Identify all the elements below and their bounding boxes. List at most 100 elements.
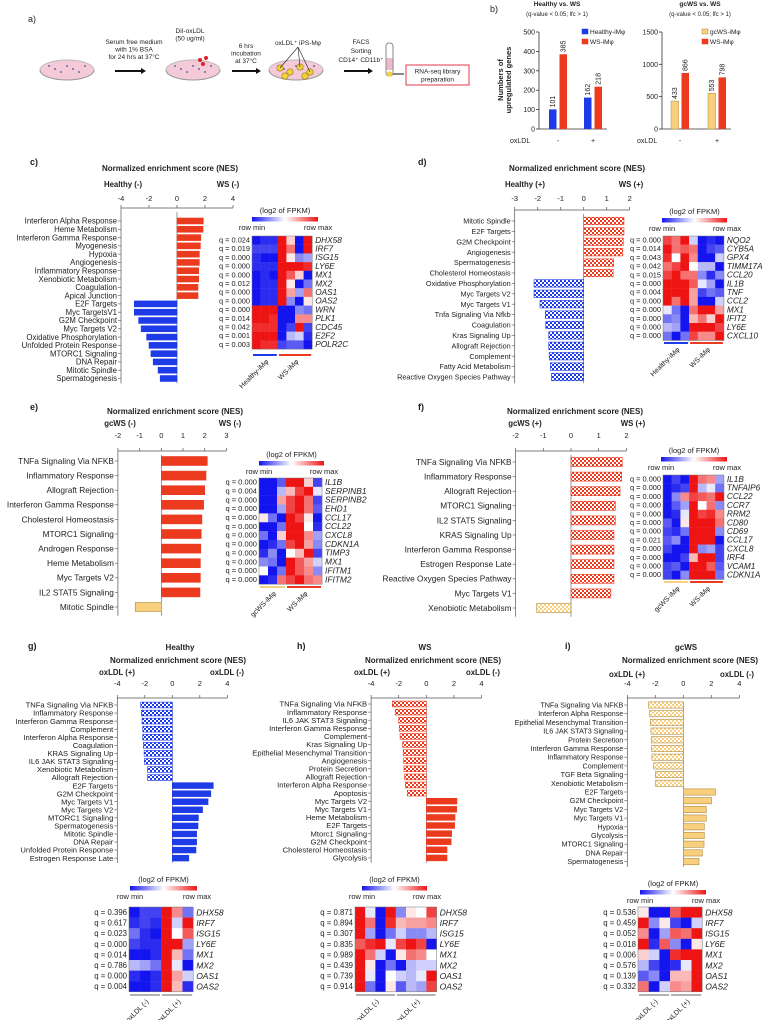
heatmap-cell	[671, 244, 681, 254]
heatmap-cell	[295, 236, 304, 245]
heatmap-cell	[697, 270, 707, 280]
heatmap-cell	[663, 305, 672, 315]
arrow-head-icon	[256, 68, 261, 74]
heatmap-cell	[260, 279, 270, 289]
heatmap-cell	[689, 244, 698, 254]
heatmap-cell	[416, 907, 427, 918]
heatmap-cell	[286, 253, 296, 263]
pathway-label: Spermatogenesis	[54, 822, 113, 831]
pathway-label: Protein Secretion	[309, 764, 367, 773]
heatmap-cell	[277, 531, 287, 541]
gene-label: CCL17	[325, 512, 351, 522]
heatmap-scale-title: (log2 of FPKM)	[369, 875, 420, 884]
heatmap-cell	[295, 495, 305, 505]
nes-bar	[425, 822, 455, 829]
x-tick-label: 4	[225, 679, 229, 688]
heatmap-cell	[286, 539, 296, 549]
heatmap-cell	[303, 296, 313, 306]
x-tick-label: 1	[181, 431, 185, 440]
pointer-line	[297, 46, 301, 68]
heatmap-cell	[416, 981, 427, 992]
pathway-label: Interferon Gamma Response	[405, 545, 512, 555]
heatmap-cell	[680, 960, 692, 971]
bar	[584, 97, 592, 129]
heatmap-cell	[697, 483, 707, 493]
heatmap-cell	[286, 522, 296, 532]
pathway-label: MTORC1 Signaling	[50, 349, 117, 358]
heatmap-cell	[697, 475, 707, 484]
heatmap-cell	[680, 907, 692, 918]
row-min-label: row min	[627, 896, 653, 905]
gene-label: OAS2	[440, 981, 463, 991]
cell-icon	[295, 65, 297, 67]
pathway-label: Complement	[469, 352, 510, 361]
y-tick-label: 0	[654, 127, 658, 134]
q-value-label: q = 0.006	[603, 950, 636, 959]
heatmap-cell	[313, 486, 323, 496]
heatmap-cell	[385, 928, 396, 939]
heatmap-cell	[295, 314, 304, 324]
heatmap-cell	[416, 960, 427, 971]
heatmap-cell	[365, 917, 376, 929]
heatmap-cell	[295, 575, 305, 585]
x-tick-label: 3	[224, 431, 228, 440]
heatmap-cell	[663, 562, 672, 571]
nes-bar	[544, 310, 584, 319]
heatmap-cell	[663, 296, 672, 306]
legend-swatch	[701, 28, 709, 35]
heatmap-border	[662, 235, 725, 341]
nes-bar	[172, 806, 203, 813]
heatmap-cell	[670, 907, 681, 918]
pathway-label: Angiogenesis	[467, 248, 511, 257]
gene-label: OAS2	[196, 981, 219, 991]
heatmap-cell	[259, 539, 269, 549]
cell-icon	[283, 68, 285, 70]
pathway-label: Myc Targets V1	[455, 588, 512, 598]
bar	[707, 92, 716, 130]
panel-label-a: a)	[28, 14, 36, 24]
gene-label: IRF7	[440, 918, 459, 928]
heatmap-cell	[182, 907, 194, 918]
heatmap-cell	[659, 949, 671, 961]
heatmap-cell	[375, 981, 386, 992]
nes-right-label: WS (-)	[217, 180, 240, 189]
heatmap-cell	[648, 970, 660, 982]
heatmap-cell	[715, 483, 725, 493]
heatmap-cell	[697, 314, 707, 324]
x-tick-label: -4	[624, 679, 631, 688]
nes-right-label: oxLDL (-)	[720, 670, 754, 679]
heatmap-cell	[259, 548, 269, 558]
heatmap-cell	[139, 907, 151, 918]
heatmap-cell	[286, 566, 296, 576]
pathway-label: Xenobiotic Metabolism	[428, 603, 512, 613]
q-value-label: q = 0.000	[225, 531, 257, 540]
heatmap-cell	[303, 244, 313, 254]
heatmap-cell	[706, 296, 716, 306]
pathway-label: Estrogen Response Late	[30, 854, 114, 863]
heatmap-cell	[680, 509, 690, 519]
pathway-label: DNA Repair	[73, 838, 114, 847]
heatmap-cell	[697, 518, 707, 528]
sample-group-label: oxLDL (+)	[665, 998, 692, 1020]
petri-dish-icon-rim	[39, 69, 95, 81]
heatmap-cell	[277, 548, 287, 558]
gene-label: CCL22	[325, 521, 351, 531]
gene-label: CDKN1A	[325, 539, 359, 549]
gene-label: IL1B	[325, 477, 343, 487]
heatmap-cell	[697, 331, 707, 341]
panel-group-title: Healthy	[166, 643, 195, 652]
heatmap-cell	[304, 495, 314, 505]
nes-bar	[146, 333, 178, 341]
heatmap-cell	[406, 938, 417, 950]
sample-group-label: Healthy-iMφ	[238, 358, 270, 390]
heatmap-cell	[269, 305, 278, 315]
heatmap-cell	[670, 981, 681, 992]
sample-group-label: oxLDL (+)	[395, 998, 422, 1020]
q-value-label: q = 0.576	[603, 961, 636, 970]
heatmap-cell	[680, 483, 690, 493]
heatmap-cell	[671, 296, 681, 306]
heatmap-cell	[663, 236, 672, 245]
nes-bar	[399, 733, 427, 740]
pathway-label: E2F Targets	[585, 788, 624, 797]
